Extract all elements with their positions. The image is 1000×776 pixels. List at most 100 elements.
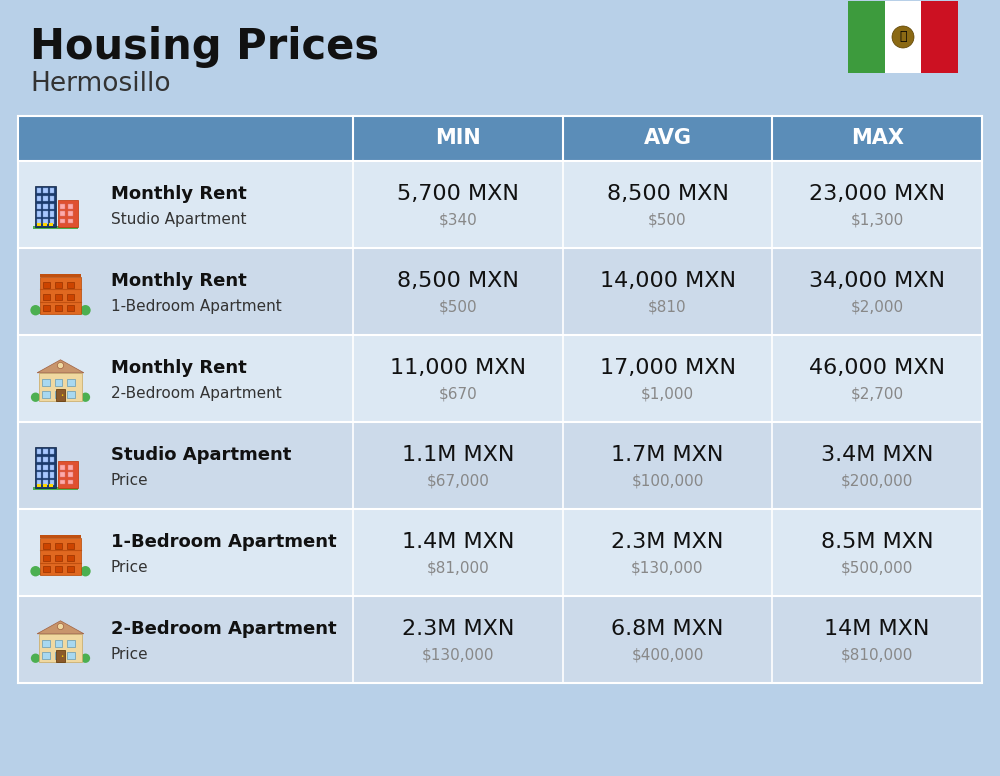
Bar bbox=[50, 449, 54, 455]
Text: 1.7M MXN: 1.7M MXN bbox=[611, 445, 724, 465]
Text: 8,500 MXN: 8,500 MXN bbox=[607, 184, 728, 204]
Bar bbox=[40, 538, 81, 575]
Bar bbox=[60, 219, 65, 223]
Bar bbox=[40, 277, 81, 314]
Bar bbox=[42, 391, 50, 398]
Bar bbox=[55, 566, 62, 572]
Bar bbox=[921, 1, 958, 73]
Bar bbox=[33, 227, 78, 230]
Bar bbox=[848, 1, 885, 73]
Bar bbox=[43, 223, 47, 226]
Bar bbox=[56, 650, 65, 663]
Text: $340: $340 bbox=[438, 213, 477, 227]
Circle shape bbox=[81, 653, 90, 663]
Bar bbox=[43, 211, 48, 217]
Text: $500: $500 bbox=[439, 300, 477, 314]
Bar bbox=[39, 634, 82, 663]
Bar bbox=[43, 543, 50, 549]
Text: MAX: MAX bbox=[851, 129, 904, 148]
Bar bbox=[55, 293, 62, 300]
Text: 1.4M MXN: 1.4M MXN bbox=[402, 532, 514, 552]
Text: 🦅: 🦅 bbox=[899, 30, 907, 43]
Circle shape bbox=[30, 566, 41, 577]
Bar bbox=[67, 639, 75, 646]
Bar bbox=[55, 391, 62, 398]
Text: 3.4M MXN: 3.4M MXN bbox=[821, 445, 933, 465]
Bar bbox=[37, 219, 41, 224]
Bar bbox=[18, 116, 982, 161]
Text: 2-Bedroom Apartment: 2-Bedroom Apartment bbox=[111, 620, 337, 638]
Text: Hermosillo: Hermosillo bbox=[30, 71, 171, 97]
Bar bbox=[37, 223, 41, 226]
Text: Price: Price bbox=[111, 559, 149, 575]
Bar bbox=[37, 480, 41, 485]
Bar bbox=[18, 509, 982, 596]
Text: $1,000: $1,000 bbox=[641, 386, 694, 402]
Text: $810: $810 bbox=[648, 300, 687, 314]
Text: $100,000: $100,000 bbox=[631, 473, 704, 489]
Text: 23,000 MXN: 23,000 MXN bbox=[809, 184, 945, 204]
Text: 14M MXN: 14M MXN bbox=[824, 619, 930, 639]
Bar bbox=[18, 161, 982, 248]
Text: Housing Prices: Housing Prices bbox=[30, 26, 379, 68]
Text: $2,700: $2,700 bbox=[851, 386, 904, 402]
Bar bbox=[43, 449, 48, 455]
Bar bbox=[60, 473, 65, 477]
Bar bbox=[37, 473, 41, 477]
Bar bbox=[885, 1, 921, 73]
Polygon shape bbox=[37, 360, 84, 372]
Circle shape bbox=[57, 623, 64, 629]
Bar bbox=[68, 204, 73, 209]
Bar bbox=[60, 465, 65, 469]
Bar bbox=[50, 203, 54, 209]
Bar bbox=[67, 293, 74, 300]
Bar bbox=[37, 189, 41, 193]
Bar bbox=[43, 203, 48, 209]
Text: 34,000 MXN: 34,000 MXN bbox=[809, 271, 945, 291]
Text: AVG: AVG bbox=[644, 129, 692, 148]
Text: 14,000 MXN: 14,000 MXN bbox=[600, 271, 736, 291]
Bar bbox=[18, 335, 982, 422]
Circle shape bbox=[81, 393, 90, 402]
Bar bbox=[50, 211, 54, 217]
Bar bbox=[37, 457, 41, 462]
Bar bbox=[55, 555, 62, 561]
Bar bbox=[58, 462, 78, 488]
Circle shape bbox=[80, 305, 91, 315]
Bar bbox=[18, 422, 982, 509]
Bar bbox=[39, 372, 82, 401]
Bar bbox=[55, 543, 62, 549]
Text: Monthly Rent: Monthly Rent bbox=[111, 272, 247, 290]
Bar bbox=[60, 480, 65, 484]
Circle shape bbox=[892, 26, 914, 48]
Bar bbox=[50, 465, 54, 469]
Bar bbox=[34, 573, 87, 575]
Text: 5,700 MXN: 5,700 MXN bbox=[397, 184, 519, 204]
Bar bbox=[67, 566, 74, 572]
Text: Price: Price bbox=[111, 473, 149, 488]
Bar bbox=[58, 200, 78, 227]
Bar bbox=[49, 483, 53, 487]
Bar bbox=[42, 652, 50, 660]
Bar bbox=[50, 473, 54, 477]
Bar bbox=[49, 223, 53, 226]
Bar bbox=[43, 465, 48, 469]
Bar bbox=[68, 219, 73, 223]
Bar bbox=[18, 596, 982, 683]
Bar bbox=[43, 457, 48, 462]
Text: 17,000 MXN: 17,000 MXN bbox=[600, 358, 736, 378]
Bar bbox=[43, 305, 50, 311]
Bar bbox=[68, 211, 73, 216]
Text: Monthly Rent: Monthly Rent bbox=[111, 359, 247, 377]
Text: 8,500 MXN: 8,500 MXN bbox=[397, 271, 519, 291]
Text: $130,000: $130,000 bbox=[422, 648, 494, 663]
Bar bbox=[40, 275, 81, 277]
Bar bbox=[55, 652, 62, 660]
Circle shape bbox=[30, 305, 41, 315]
Text: 8.5M MXN: 8.5M MXN bbox=[821, 532, 933, 552]
Text: $810,000: $810,000 bbox=[841, 648, 913, 663]
Circle shape bbox=[57, 362, 64, 369]
Bar bbox=[55, 639, 62, 646]
Text: $670: $670 bbox=[438, 386, 477, 402]
Bar bbox=[50, 189, 54, 193]
